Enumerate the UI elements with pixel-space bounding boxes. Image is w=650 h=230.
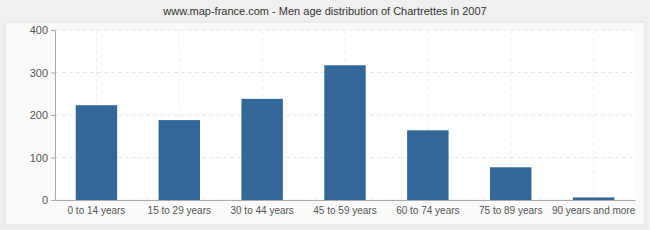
y-tick-mark	[51, 115, 55, 116]
x-tick: 30 to 44 years	[230, 200, 293, 216]
x-tick: 90 years and more	[552, 200, 636, 216]
y-axis: 0 100 200 300 400	[30, 24, 56, 206]
x-axis: 0 to 14 years 15 to 29 years 30 to 44 year…	[56, 200, 636, 216]
plot-area	[55, 30, 635, 200]
x-tick: 0 to 14 years	[68, 200, 126, 216]
panel	[5, 22, 645, 225]
bar	[490, 167, 531, 200]
bar	[407, 130, 448, 200]
y-tick: 400	[30, 24, 55, 36]
x-tick-label: 15 to 29 years	[148, 205, 211, 216]
x-tick: 75 to 89 years	[479, 200, 542, 216]
y-tick-mark	[51, 30, 55, 31]
bar	[573, 197, 614, 200]
title: www.map-france.com - Men age distributio…	[162, 5, 486, 17]
x-axis-line	[56, 200, 636, 201]
x-tick-label: 45 to 59 years	[313, 205, 376, 216]
x-tick-label: 0 to 14 years	[68, 205, 126, 216]
y-tick-label: 400	[30, 24, 48, 36]
grid	[55, 30, 635, 200]
y-tick-mark	[51, 200, 55, 201]
y-tick-label: 100	[30, 152, 48, 164]
y-axis-line	[51, 31, 56, 201]
y-tick-mark	[51, 158, 55, 159]
y-tick: 300	[30, 67, 55, 79]
x-tick-label: 90 years and more	[552, 205, 636, 216]
x-tick-label: 30 to 44 years	[230, 205, 293, 216]
grid-line-vertical	[593, 30, 594, 200]
bar	[241, 99, 282, 200]
bar	[76, 105, 117, 200]
bar	[324, 65, 365, 200]
y-tick: 100	[30, 152, 55, 164]
y-tick-label: 200	[30, 109, 48, 121]
chart: www.map-france.com - Men age distributio…	[0, 0, 650, 230]
y-tick-label: 300	[30, 67, 48, 79]
bar	[159, 120, 200, 200]
x-tick: 45 to 59 years	[313, 200, 376, 216]
x-tick-label: 75 to 89 years	[479, 205, 542, 216]
y-tick: 200	[30, 109, 55, 121]
y-tick-label: 0	[42, 194, 48, 206]
bars	[76, 65, 615, 200]
x-tick: 15 to 29 years	[148, 200, 211, 216]
x-tick: 60 to 74 years	[396, 200, 459, 216]
y-tick-mark	[51, 73, 55, 74]
x-tick-label: 60 to 74 years	[396, 205, 459, 216]
background	[0, 0, 650, 230]
y-tick: 0	[42, 194, 55, 206]
